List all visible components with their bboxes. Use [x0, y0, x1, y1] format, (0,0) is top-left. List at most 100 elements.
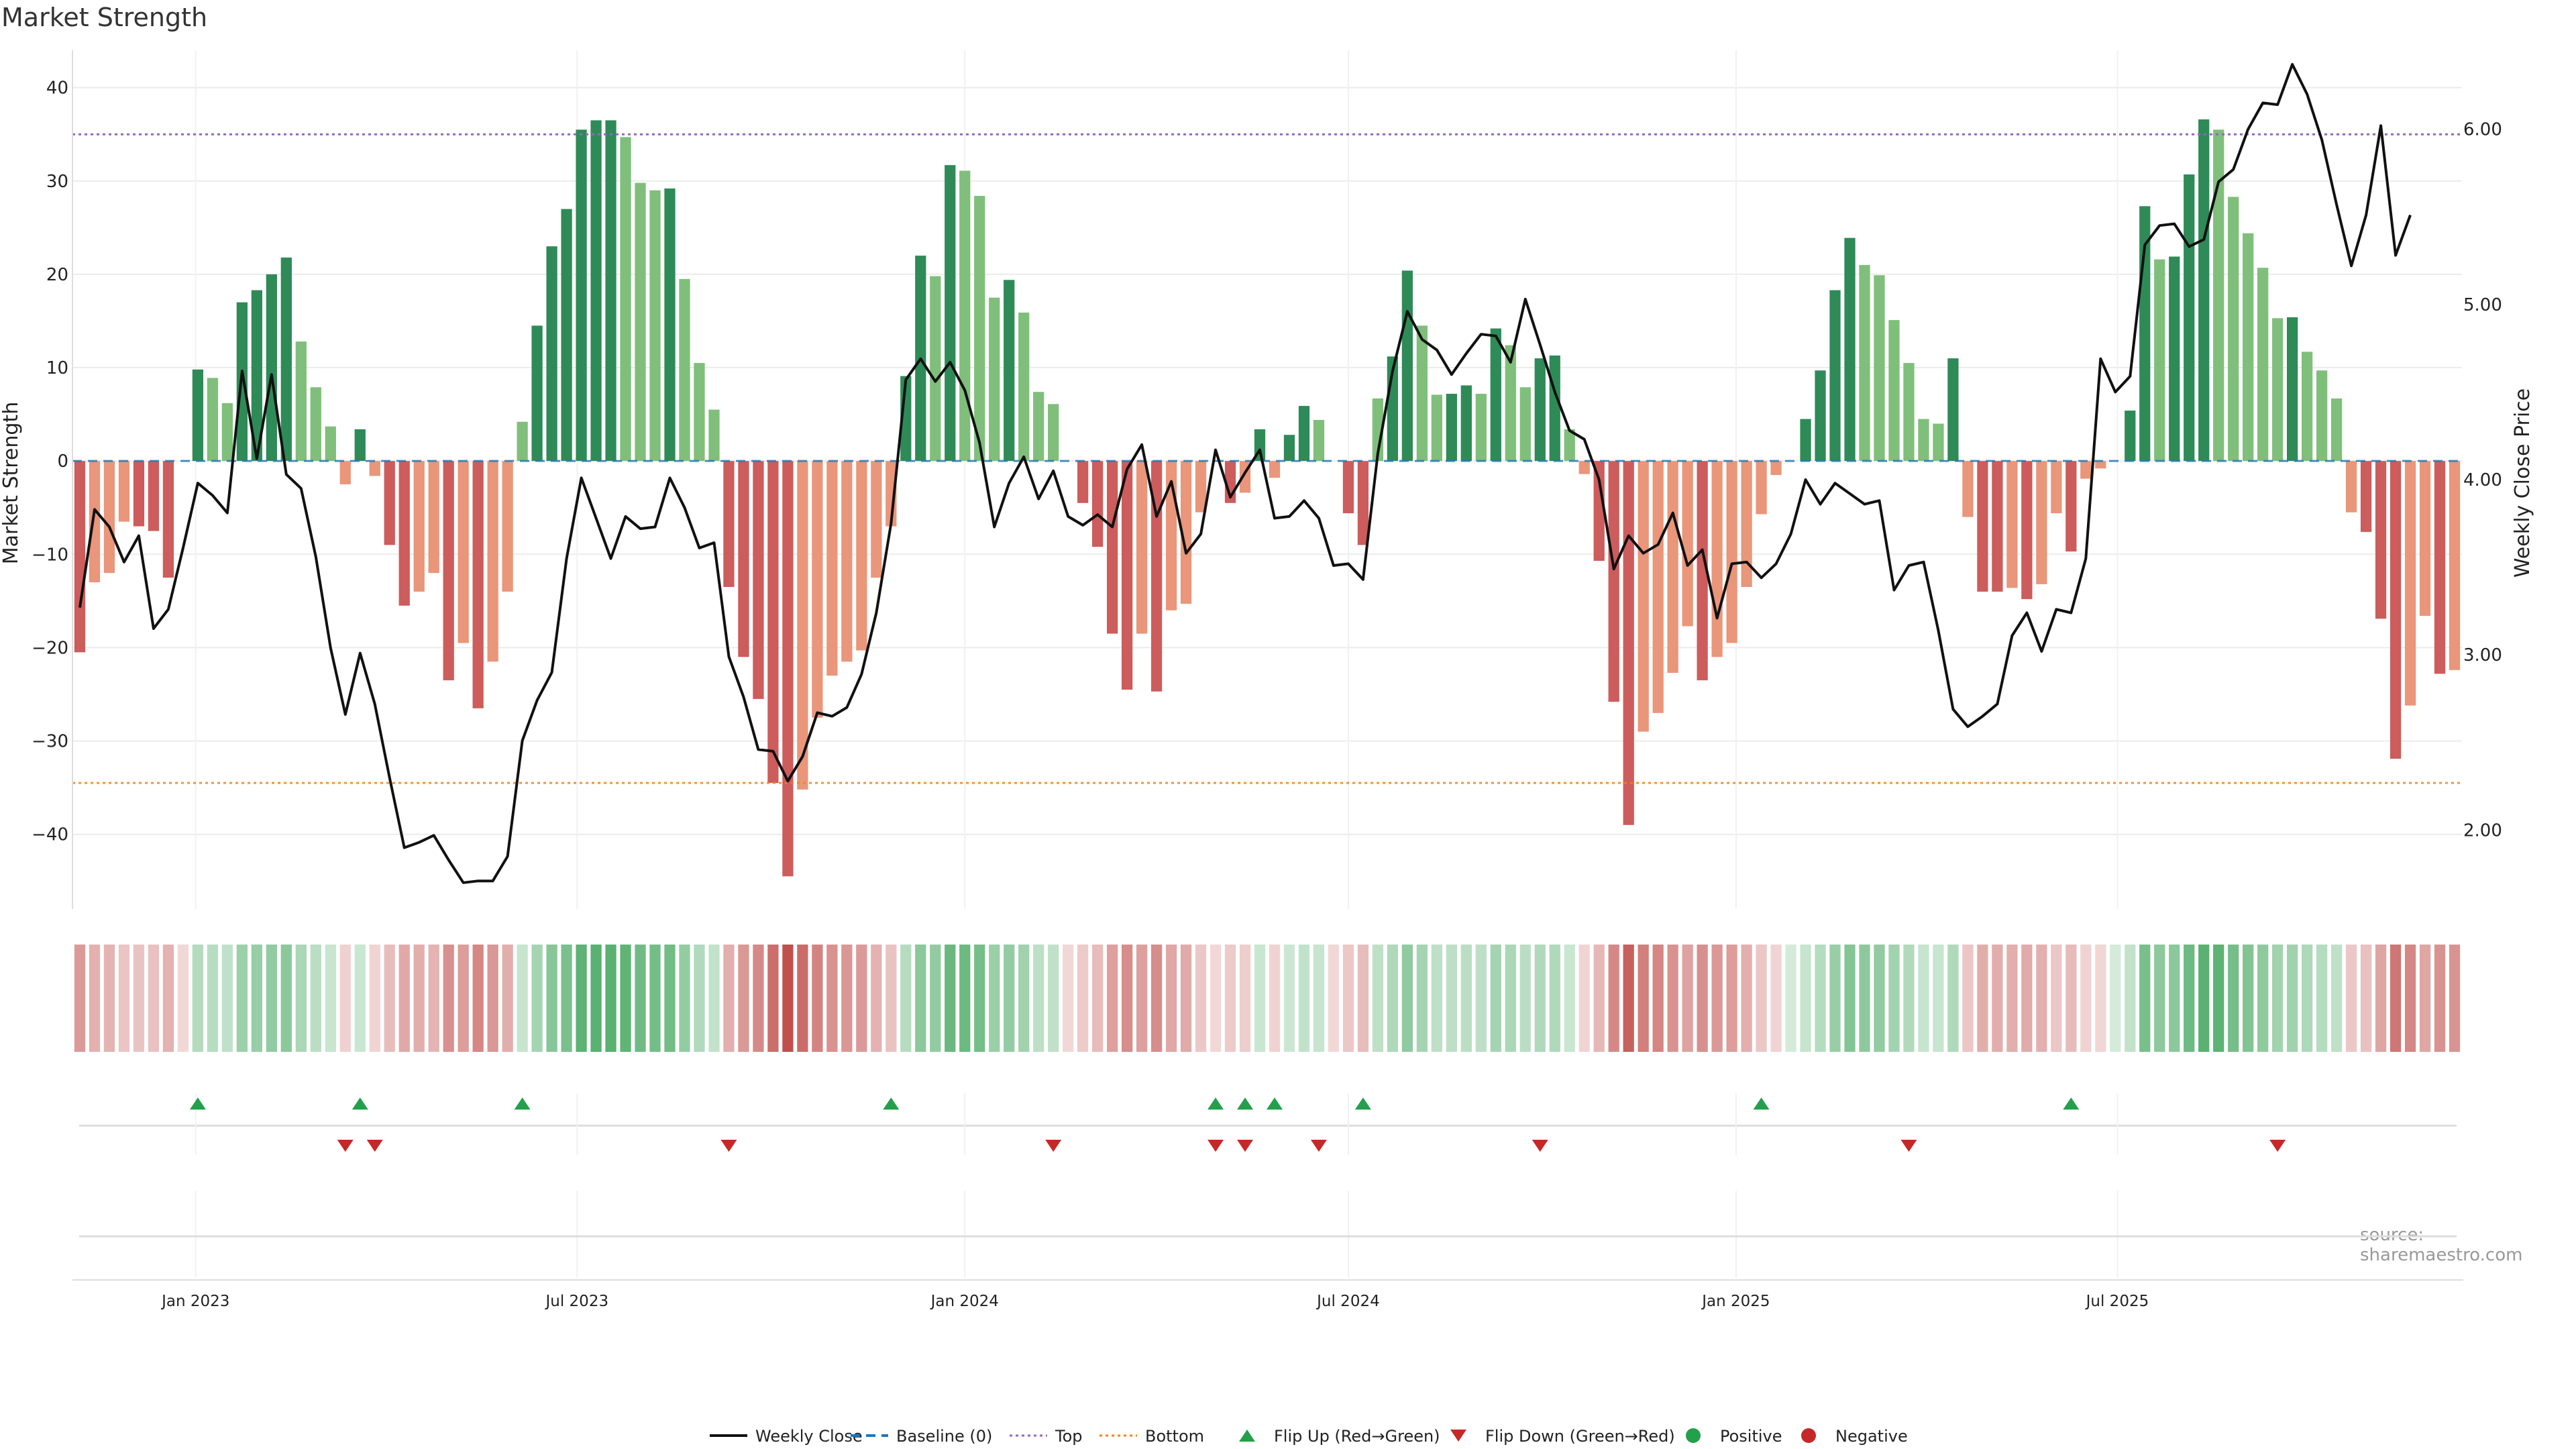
strength-bar — [1018, 312, 1030, 462]
strength-bar — [1446, 394, 1457, 462]
strength-bar — [738, 461, 749, 657]
strength-bar — [443, 461, 454, 681]
strength-bar — [413, 461, 425, 592]
heat-cell — [1092, 945, 1104, 1052]
heat-cell — [989, 945, 1000, 1052]
flip-up-marker — [1208, 1097, 1224, 1110]
heat-cell — [1063, 945, 1074, 1052]
strength-bar — [590, 120, 602, 462]
heat-cell — [679, 945, 690, 1052]
heat-cell — [1165, 945, 1177, 1052]
heat-cell — [2375, 945, 2387, 1052]
heat-cell — [708, 945, 720, 1052]
heat-cell — [531, 945, 543, 1052]
strength-bar — [1106, 461, 1118, 634]
source-note: source: sharemaestro.com — [2360, 1225, 2523, 1265]
heat-cell — [89, 945, 101, 1052]
strength-bar — [1638, 461, 1649, 732]
heat-cell — [1283, 945, 1295, 1052]
heat-cell — [177, 945, 189, 1052]
flip-down-marker — [366, 1140, 383, 1152]
strength-bar — [2301, 352, 2313, 462]
y-tick-label: −10 — [32, 545, 68, 565]
flip-up-marker — [883, 1097, 900, 1110]
strength-bar — [1623, 461, 1634, 825]
heat-cell — [1180, 945, 1192, 1052]
strength-bar — [1121, 461, 1133, 690]
strength-bar — [723, 461, 735, 587]
y-axis-title: Market Strength — [0, 402, 23, 564]
heat-cell — [162, 945, 174, 1052]
strength-bar — [1180, 461, 1192, 604]
heat-cell — [1254, 945, 1266, 1052]
strength-bar — [89, 461, 101, 583]
heat-cell — [148, 945, 160, 1052]
heat-cell — [635, 945, 646, 1052]
heat-cell — [1431, 945, 1442, 1052]
flip-up-marker — [1354, 1097, 1371, 1110]
strength-bar — [885, 461, 897, 527]
strength-bar — [369, 461, 380, 476]
strength-bar — [1475, 394, 1487, 462]
strength-bar — [148, 461, 160, 531]
strength-bar — [1549, 355, 1560, 462]
heat-cell — [251, 945, 262, 1052]
heat-cell — [1697, 945, 1708, 1052]
heat-cell — [1121, 945, 1133, 1052]
strength-bar — [458, 461, 469, 643]
strength-bar — [1815, 370, 1826, 462]
heat-cell — [2316, 945, 2328, 1052]
heat-cell — [1048, 945, 1059, 1052]
strength-bar — [959, 170, 971, 462]
heat-cell — [2154, 945, 2165, 1052]
strength-bar — [2330, 398, 2343, 462]
heat-cell — [2390, 945, 2402, 1052]
strength-bar — [2065, 461, 2077, 552]
heat-cell — [1446, 945, 1457, 1052]
heat-cell — [1298, 945, 1310, 1052]
flip-down-marker — [1900, 1140, 1917, 1152]
heat-cell — [2095, 945, 2106, 1052]
legend-item: Bottom — [1099, 1427, 1204, 1446]
strength-bar — [398, 461, 410, 606]
flip-down-marker — [337, 1140, 354, 1152]
strength-bar — [2390, 461, 2402, 759]
strength-bar — [384, 461, 395, 545]
heat-cell — [1785, 945, 1796, 1052]
chart-title: Market Strength — [1, 3, 208, 32]
legend-label: Bottom — [1145, 1427, 1204, 1446]
strength-bar — [1800, 419, 1811, 462]
heat-cell — [2051, 945, 2062, 1052]
heat-cell — [1018, 945, 1030, 1052]
heat-cell — [1888, 945, 1900, 1052]
heat-cell — [1756, 945, 1767, 1052]
heat-cell — [812, 945, 823, 1052]
heat-cell — [1357, 945, 1369, 1052]
heat-cell — [1077, 945, 1089, 1052]
strength-bar — [2184, 174, 2195, 462]
heat-cell — [413, 945, 425, 1052]
strength-bar — [1004, 280, 1015, 462]
strength-bar — [1519, 387, 1531, 462]
y-tick-label: −20 — [32, 638, 68, 658]
heat-cell — [1578, 945, 1590, 1052]
heat-cell — [1342, 945, 1354, 1052]
strength-bar — [605, 120, 616, 462]
strength-bar — [1578, 461, 1590, 474]
heat-cell — [487, 945, 498, 1052]
heat-cell — [369, 945, 380, 1052]
heat-cell — [561, 945, 572, 1052]
heat-cell — [517, 945, 528, 1052]
heat-cell — [502, 945, 513, 1052]
strength-bar — [207, 378, 219, 462]
strength-bar — [1682, 461, 1693, 627]
strength-bar — [280, 257, 292, 462]
heat-cell — [325, 945, 336, 1052]
heat-cell — [1682, 945, 1693, 1052]
heat-cell — [428, 945, 439, 1052]
heat-cell — [2021, 945, 2033, 1052]
heat-cell — [1460, 945, 1472, 1052]
heat-cell — [1770, 945, 1782, 1052]
heat-cell — [1150, 945, 1163, 1052]
